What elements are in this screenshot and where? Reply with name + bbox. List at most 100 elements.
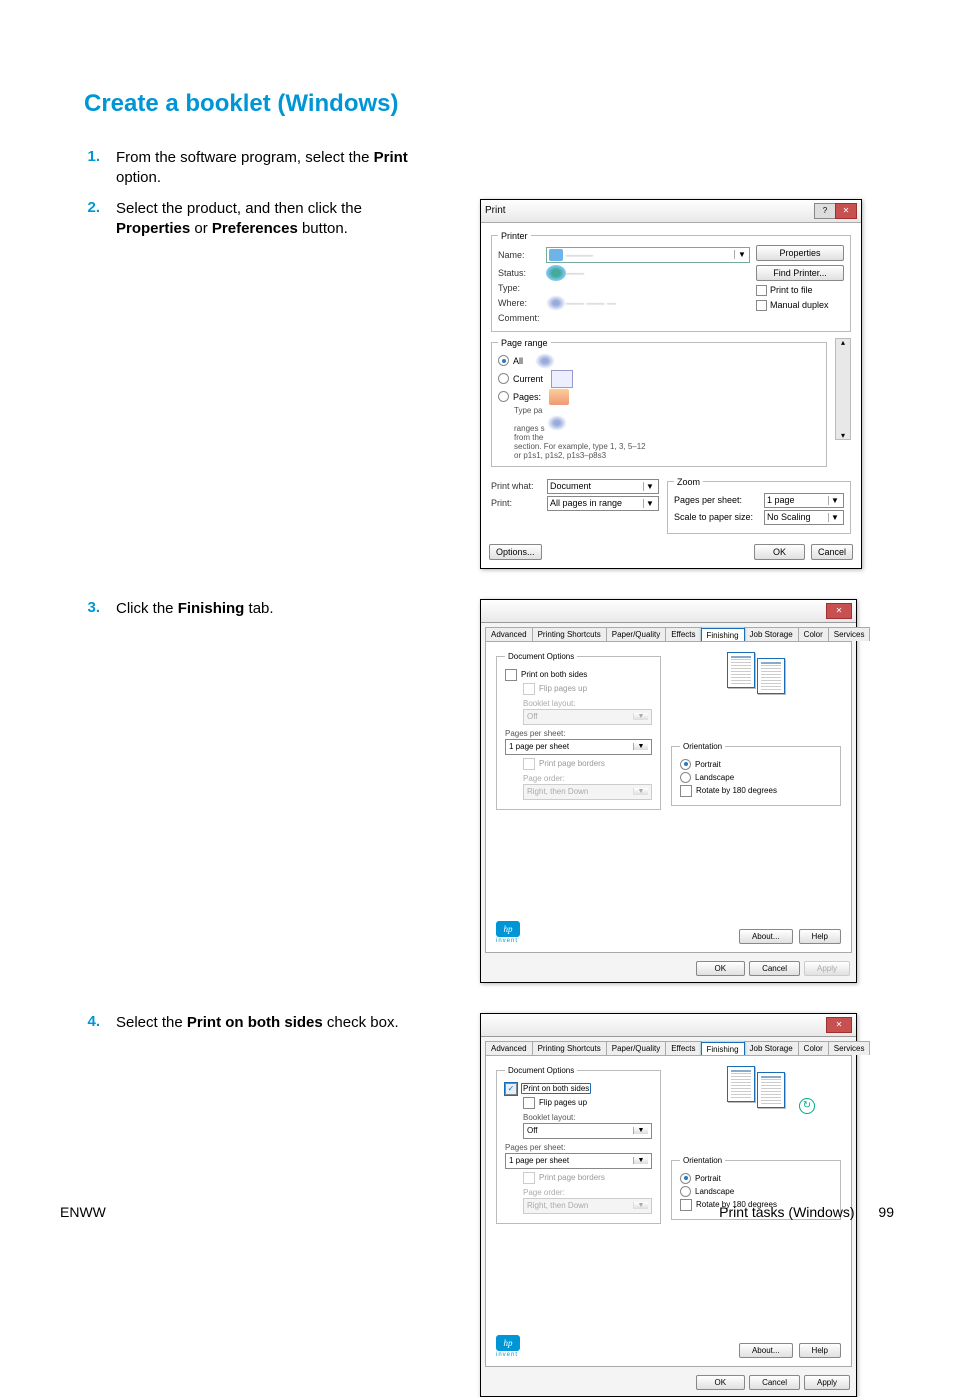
help-button[interactable]: Help	[799, 929, 841, 944]
pages-per-sheet-label: Pages per sheet:	[674, 495, 764, 505]
chevron-down-icon: ▼	[643, 499, 656, 508]
tab-printing-shortcuts[interactable]: Printing Shortcuts	[532, 627, 607, 641]
tab-finishing[interactable]: Finishing	[701, 628, 745, 642]
print-range-select[interactable]: All pages in range▼	[547, 496, 659, 511]
page-range-legend: Page range	[498, 338, 551, 348]
zoom-legend: Zoom	[674, 477, 703, 487]
footer-pagenum: 99	[878, 1204, 894, 1220]
tab-effects[interactable]: Effects	[665, 627, 701, 641]
help-icon[interactable]: ?	[814, 203, 836, 219]
tab-printing-shortcuts[interactable]: Printing Shortcuts	[532, 1041, 607, 1055]
ok-button[interactable]: OK	[696, 961, 746, 976]
tab-color[interactable]: Color	[798, 627, 829, 641]
scale-label: Scale to paper size:	[674, 512, 764, 522]
name-label: Name:	[498, 250, 546, 260]
scale-select[interactable]: No Scaling▼	[764, 510, 844, 525]
range-hint-3: from the	[514, 433, 543, 442]
about-button[interactable]: About...	[739, 929, 793, 944]
manual-duplex-checkbox[interactable]: Manual duplex	[756, 300, 844, 311]
cancel-button[interactable]: Cancel	[749, 961, 800, 976]
portrait-radio[interactable]: Portrait	[680, 759, 832, 770]
pages-radio[interactable]: Pages:	[498, 389, 820, 405]
portrait-radio[interactable]: Portrait	[680, 1173, 832, 1184]
pages-per-sheet-select[interactable]: 1 page▼	[764, 493, 844, 508]
hp-logo-icon: hpinvent	[496, 1335, 520, 1358]
properties-button[interactable]: Properties	[756, 245, 844, 261]
chevron-down-icon: ▼	[633, 1127, 648, 1134]
status-label: Status:	[498, 268, 546, 278]
tab-paper-quality[interactable]: Paper/Quality	[606, 627, 666, 641]
tab-advanced[interactable]: Advanced	[485, 1041, 533, 1055]
step-1-text: From the software program, select the Pr…	[116, 148, 436, 189]
all-radio[interactable]: All	[498, 353, 820, 369]
tab-advanced[interactable]: Advanced	[485, 627, 533, 641]
flip-icon: ↻	[799, 1098, 815, 1114]
booklet-layout-label: Booklet layout:	[523, 1113, 652, 1122]
booklet-layout-select: Off▼	[523, 709, 652, 725]
step-3-text: Click the Finishing tab.	[116, 599, 274, 619]
print-to-file-checkbox[interactable]: Print to file	[756, 285, 844, 296]
page-order-label: Page order:	[523, 1188, 652, 1197]
printer-name-select[interactable]: ——— ▼	[546, 247, 750, 263]
apply-button: Apply	[804, 961, 850, 976]
range-hint-2: ranges s	[514, 424, 545, 433]
options-button[interactable]: Options...	[489, 544, 542, 560]
chevron-down-icon: ▼	[633, 788, 648, 795]
pages-per-sheet-select[interactable]: 1 page per sheet▼	[505, 739, 652, 755]
tab-services[interactable]: Services	[828, 1041, 871, 1055]
chevron-down-icon: ▼	[633, 713, 648, 720]
print-dialog: Print ? ✕ Printer Name:	[480, 199, 862, 569]
globe-icon	[546, 265, 566, 281]
about-button[interactable]: About...	[739, 1343, 793, 1358]
step-4-num: 4.	[60, 1013, 116, 1030]
pages-per-sheet-label: Pages per sheet:	[505, 1143, 652, 1152]
hp-logo-icon: hpinvent	[496, 921, 520, 944]
landscape-radio[interactable]: Landscape	[680, 772, 832, 783]
type-label: Type:	[498, 283, 546, 293]
doc-options-legend: Document Options	[505, 1066, 577, 1075]
doc-tiny-icon	[551, 370, 573, 388]
chevron-down-icon: ▼	[633, 1157, 648, 1164]
landscape-radio[interactable]: Landscape	[680, 1186, 832, 1197]
footer-right: Print tasks (Windows)	[719, 1204, 854, 1220]
print-both-sides-checkbox[interactable]: Print on both sides	[505, 1083, 652, 1095]
pages-per-sheet-select[interactable]: 1 page per sheet▼	[505, 1153, 652, 1169]
flip-pages-up-checkbox: Flip pages up	[523, 683, 652, 695]
tab-effects[interactable]: Effects	[665, 1041, 701, 1055]
find-printer-button[interactable]: Find Printer...	[756, 265, 844, 281]
tab-color[interactable]: Color	[798, 1041, 829, 1055]
print-what-select[interactable]: Document▼	[547, 479, 659, 494]
pages-per-sheet-label: Pages per sheet:	[505, 729, 652, 738]
close-icon[interactable]: ✕	[826, 1017, 852, 1033]
print-dialog-title: Print	[485, 205, 506, 216]
tab-services[interactable]: Services	[828, 627, 871, 641]
chevron-down-icon: ▼	[734, 250, 749, 259]
help-button[interactable]: Help	[799, 1343, 841, 1358]
footer-left: ENWW	[60, 1204, 106, 1220]
range-hint-4: section. For example, type 1, 3, 5–12	[514, 442, 646, 451]
ok-button[interactable]: OK	[696, 1375, 746, 1390]
print-both-sides-checkbox[interactable]: Print on both sides	[505, 669, 652, 681]
close-icon[interactable]: ✕	[835, 203, 857, 219]
step-1-num: 1.	[60, 148, 116, 165]
flip-pages-up-checkbox[interactable]: Flip pages up	[523, 1097, 652, 1109]
ok-button[interactable]: OK	[754, 544, 805, 560]
print-page-borders-checkbox: Print page borders	[523, 1172, 652, 1184]
tab-job-storage[interactable]: Job Storage	[744, 1041, 799, 1055]
current-radio[interactable]: Current	[498, 370, 820, 388]
booklet-layout-label: Booklet layout:	[523, 699, 652, 708]
scrollbar[interactable]	[835, 338, 851, 440]
properties-dialog-title	[485, 606, 487, 615]
chevron-down-icon: ▼	[828, 496, 841, 505]
cancel-button[interactable]: Cancel	[811, 544, 853, 560]
tab-paper-quality[interactable]: Paper/Quality	[606, 1041, 666, 1055]
range-hint-5: or p1s1, p1s2, p1s3–p8s3	[514, 451, 606, 460]
tab-job-storage[interactable]: Job Storage	[744, 627, 799, 641]
doc-options-legend: Document Options	[505, 652, 577, 661]
cancel-button[interactable]: Cancel	[749, 1375, 800, 1390]
tab-finishing[interactable]: Finishing	[701, 1042, 745, 1056]
apply-button[interactable]: Apply	[804, 1375, 850, 1390]
booklet-layout-select[interactable]: Off▼	[523, 1123, 652, 1139]
close-icon[interactable]: ✕	[826, 603, 852, 619]
rotate-180-checkbox[interactable]: Rotate by 180 degrees	[680, 785, 832, 797]
